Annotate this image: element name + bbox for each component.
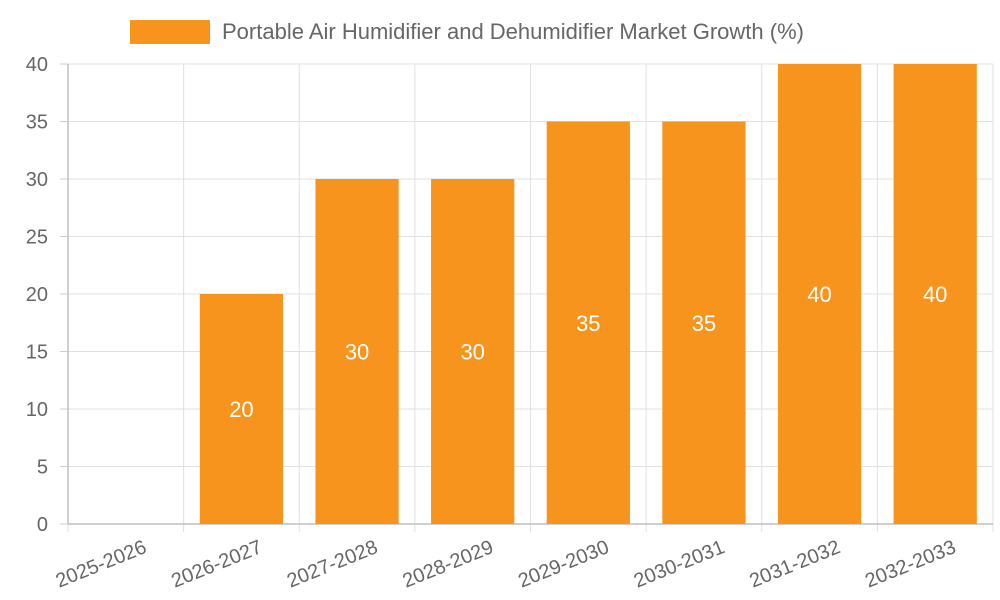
x-tick-label: 2030-2031 bbox=[631, 536, 728, 592]
data-label: 30 bbox=[460, 340, 484, 365]
y-tick-label: 30 bbox=[26, 169, 48, 191]
bars bbox=[199, 64, 977, 525]
data-labels: 20 30 30 35 35 40 40 bbox=[229, 282, 947, 422]
x-tick-label: 2027-2028 bbox=[284, 536, 381, 592]
x-tick-label: 2028-2029 bbox=[400, 536, 497, 592]
y-tick-label: 35 bbox=[26, 112, 48, 134]
x-tick-label: 2032-2033 bbox=[862, 536, 959, 592]
y-tick-label: 25 bbox=[26, 227, 48, 249]
y-tick-label: 40 bbox=[26, 54, 48, 76]
bar[interactable] bbox=[431, 179, 515, 524]
x-tick-label: 2029-2030 bbox=[515, 536, 612, 592]
grid bbox=[67, 63, 994, 532]
x-tick-label: 2025-2026 bbox=[53, 536, 150, 592]
legend[interactable]: Portable Air Humidifier and Dehumidifier… bbox=[130, 19, 804, 44]
y-tick-label: 10 bbox=[26, 399, 48, 421]
data-label: 40 bbox=[807, 282, 831, 307]
bar[interactable] bbox=[199, 294, 284, 524]
bar[interactable] bbox=[315, 179, 399, 524]
data-label: 20 bbox=[229, 397, 253, 422]
x-tick-label: 2026-2027 bbox=[168, 536, 265, 592]
y-axis-ticks: 0 5 10 15 20 25 30 35 40 bbox=[26, 54, 68, 536]
y-tick-label: 15 bbox=[26, 342, 48, 364]
bar[interactable] bbox=[546, 121, 630, 525]
y-tick-label: 20 bbox=[26, 284, 48, 306]
bar[interactable] bbox=[893, 64, 977, 524]
data-label: 40 bbox=[923, 282, 947, 307]
y-tick-label: 5 bbox=[37, 457, 48, 479]
bar[interactable] bbox=[662, 121, 746, 525]
legend-label: Portable Air Humidifier and Dehumidifier… bbox=[222, 19, 804, 44]
bar[interactable] bbox=[777, 64, 862, 524]
data-label: 35 bbox=[692, 311, 716, 336]
x-axis-ticks: 2025-2026 2026-2027 2027-2028 2028-2029 2029… bbox=[53, 536, 959, 592]
x-tick-label: 2031-2032 bbox=[747, 536, 844, 592]
legend-swatch bbox=[130, 20, 210, 44]
data-label: 35 bbox=[576, 311, 600, 336]
y-tick-label: 0 bbox=[37, 514, 48, 536]
data-label: 30 bbox=[345, 340, 369, 365]
